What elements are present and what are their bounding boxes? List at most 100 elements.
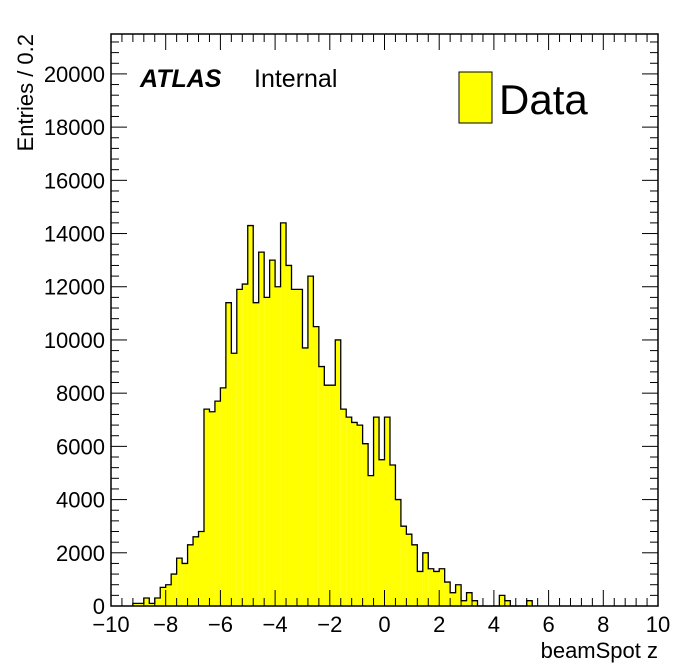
y-axis-ticks bbox=[111, 41, 658, 607]
x-tick-label: 10 bbox=[646, 612, 670, 637]
histogram-bar bbox=[318, 366, 325, 606]
histogram-bar bbox=[220, 387, 226, 606]
histogram-bar bbox=[296, 289, 303, 606]
y-tick-label: 8000 bbox=[56, 381, 105, 406]
histogram-bar bbox=[214, 401, 221, 606]
histogram-bar bbox=[225, 302, 232, 606]
x-tick-label: 2 bbox=[433, 612, 445, 637]
histogram-bar bbox=[357, 425, 363, 606]
legend-label-data: Data bbox=[499, 76, 588, 123]
histogram-bar bbox=[231, 353, 237, 606]
histogram-bar bbox=[171, 574, 177, 606]
x-tick-label: 4 bbox=[488, 612, 500, 637]
histogram-bars bbox=[132, 222, 533, 607]
atlas-label: ATLAS bbox=[139, 65, 222, 93]
y-axis-title: Entries / 0.2 bbox=[13, 34, 38, 151]
histogram-bar bbox=[269, 260, 276, 606]
histogram-bar bbox=[433, 571, 440, 606]
histogram-bar bbox=[242, 284, 248, 606]
x-tick-label: −2 bbox=[317, 612, 342, 637]
histogram-bar bbox=[526, 600, 533, 606]
histogram-bar bbox=[236, 289, 243, 606]
histogram-bar bbox=[455, 584, 462, 606]
histogram-bar bbox=[335, 339, 341, 606]
histogram-bar bbox=[373, 417, 380, 606]
histogram-bar bbox=[422, 552, 429, 606]
y-tick-label: 2000 bbox=[56, 541, 105, 566]
histogram-bar bbox=[368, 475, 374, 606]
histogram-bar bbox=[307, 276, 314, 606]
histogram-bar bbox=[203, 409, 210, 606]
x-axis-title: beamSpot z bbox=[541, 638, 658, 663]
x-tick-label: 0 bbox=[378, 612, 390, 637]
histogram-bar bbox=[406, 534, 412, 606]
histogram-bar bbox=[384, 417, 390, 606]
histogram-bar bbox=[198, 531, 204, 606]
x-axis-tick-labels: −10 −8 −6 −4 −2 0 2 4 6 8 10 bbox=[92, 612, 670, 637]
histogram-bar bbox=[450, 592, 456, 606]
plot-frame bbox=[110, 33, 659, 607]
histogram-bar bbox=[264, 297, 270, 606]
y-tick-label: 20000 bbox=[44, 62, 105, 87]
histogram-outline bbox=[132, 222, 533, 607]
histogram-bar bbox=[362, 443, 369, 606]
histogram-bar bbox=[193, 536, 199, 606]
histogram-bar bbox=[346, 417, 352, 606]
histogram-bar bbox=[182, 563, 188, 606]
histogram-bar bbox=[340, 409, 347, 606]
histogram-bar bbox=[504, 600, 511, 606]
internal-label: Internal bbox=[254, 65, 337, 93]
y-tick-label: 12000 bbox=[44, 275, 105, 300]
histogram-bar bbox=[439, 568, 445, 606]
histogram-bar bbox=[417, 571, 423, 606]
x-tick-label: −8 bbox=[153, 612, 178, 637]
x-tick-label: −6 bbox=[208, 612, 233, 637]
y-tick-label: 18000 bbox=[44, 115, 105, 140]
histogram-bar bbox=[461, 600, 467, 606]
histogram-bar bbox=[472, 600, 478, 606]
histogram-bar bbox=[499, 595, 505, 606]
histogram-bar bbox=[286, 265, 292, 606]
histogram-bar bbox=[258, 252, 265, 606]
histogram-bar bbox=[395, 499, 401, 606]
y-tick-label: 6000 bbox=[56, 434, 105, 459]
histogram-bar bbox=[411, 544, 418, 606]
histogram-bar bbox=[313, 326, 319, 606]
histogram-bar bbox=[428, 568, 434, 606]
histogram-bar bbox=[400, 526, 407, 606]
histogram-bar bbox=[351, 422, 358, 606]
histogram-bar bbox=[389, 464, 396, 606]
histogram-bar bbox=[253, 302, 259, 606]
histogram-bar bbox=[176, 558, 183, 606]
histogram-bar bbox=[275, 286, 281, 606]
histogram-bar bbox=[329, 385, 336, 606]
histogram-bar bbox=[187, 544, 194, 606]
histogram-bar bbox=[132, 603, 139, 606]
histogram-bar bbox=[160, 587, 166, 606]
histogram-bar bbox=[149, 603, 155, 606]
histogram-bar bbox=[444, 582, 451, 606]
histogram-bar bbox=[466, 592, 473, 606]
x-tick-label: −10 bbox=[92, 612, 129, 637]
x-tick-label: −4 bbox=[263, 612, 288, 637]
y-tick-label: 10000 bbox=[44, 328, 105, 353]
histogram-bar bbox=[154, 598, 161, 606]
histogram-bar bbox=[247, 225, 254, 607]
histogram-bar bbox=[324, 385, 330, 606]
histogram-bar bbox=[165, 584, 172, 606]
histogram-bar bbox=[209, 411, 215, 606]
y-tick-label: 14000 bbox=[44, 222, 105, 247]
y-tick-label: 16000 bbox=[44, 168, 105, 193]
histogram-bar bbox=[138, 603, 144, 606]
y-tick-label: 4000 bbox=[56, 488, 105, 513]
histogram-bar bbox=[379, 459, 385, 606]
legend-swatch bbox=[458, 71, 493, 124]
histogram-bar bbox=[291, 289, 297, 606]
y-tick-label: 0 bbox=[93, 594, 105, 619]
x-tick-label: 6 bbox=[542, 612, 554, 637]
histogram-bar bbox=[280, 222, 287, 607]
x-tick-label: 8 bbox=[597, 612, 609, 637]
y-axis-tick-labels: 0 2000 4000 6000 8000 10000 12000 14000 16000 180… bbox=[44, 62, 105, 619]
histogram-bar bbox=[302, 347, 308, 606]
